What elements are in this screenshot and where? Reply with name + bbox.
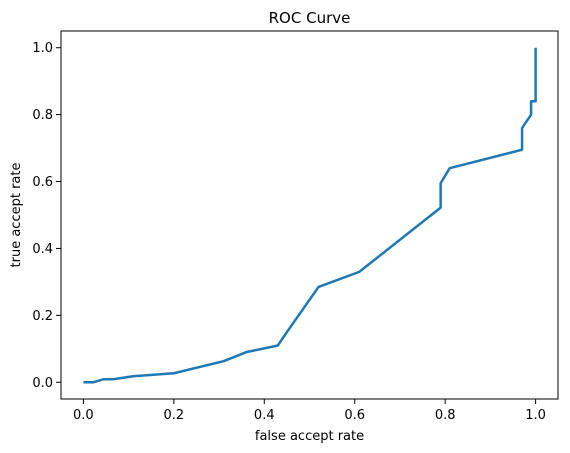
x-tick-label: 0.2	[163, 408, 184, 423]
y-axis-label: true accept rate	[9, 163, 24, 268]
y-tick-label: 0.6	[32, 175, 53, 190]
y-tick-label: 0.4	[32, 242, 53, 257]
plot-area: 0.0 0.2 0.4 0.6 0.8 1.0 0.0 0.2 0.4 0.6 0.8 1.0	[32, 30, 559, 423]
x-tick-label: 1.0	[525, 408, 546, 423]
y-tick-label: 0.2	[32, 309, 53, 324]
x-tick-label: 0.4	[254, 408, 275, 423]
y-tick-label: 0.8	[32, 108, 53, 123]
x-tick-label: 0.0	[73, 408, 94, 423]
y-tick-label: 1.0	[32, 41, 53, 56]
roc-curve-line	[83, 47, 537, 384]
x-axis-label: false accept rate	[255, 429, 364, 444]
axes-frame	[60, 30, 559, 400]
y-tick-label: 0.0	[32, 376, 53, 391]
chart-title: ROC Curve	[269, 9, 351, 27]
x-tick-label: 0.6	[344, 408, 365, 423]
x-tick-label: 0.8	[435, 408, 456, 423]
